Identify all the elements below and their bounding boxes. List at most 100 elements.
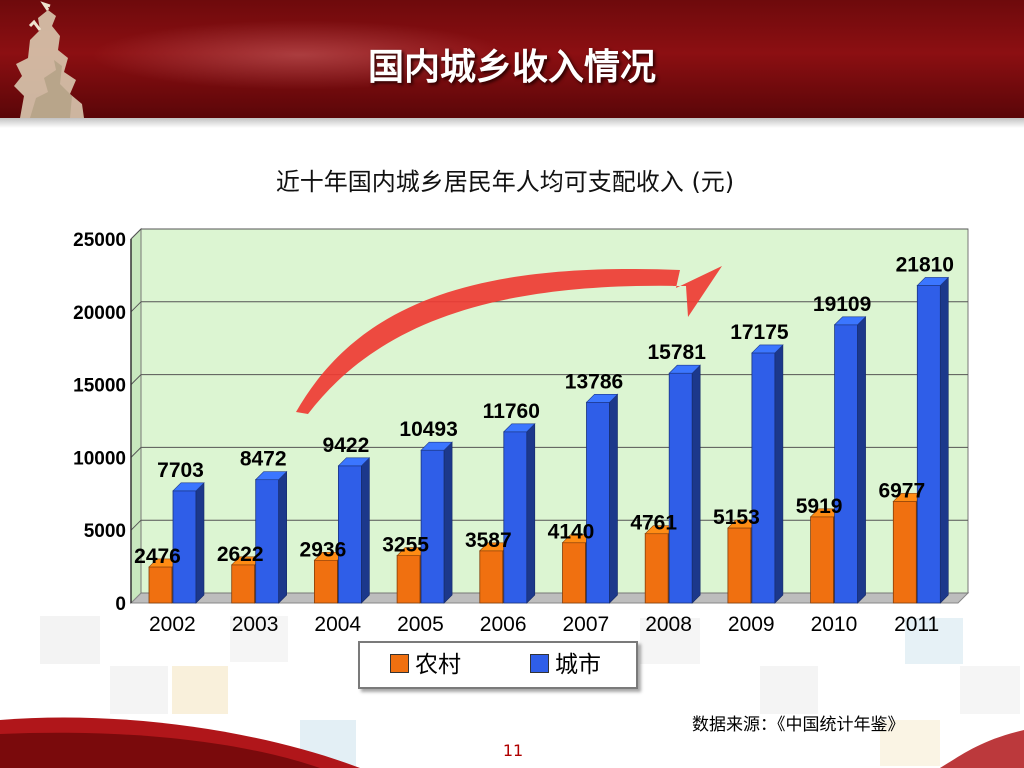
page-number: 11 (502, 741, 524, 760)
x-tick-label: 2008 (645, 613, 692, 636)
data-label-rural: 4761 (630, 512, 677, 535)
x-tick-label: 2009 (728, 613, 775, 636)
gridline-side (130, 519, 142, 531)
trend-arrow-icon (296, 266, 722, 414)
gridline-side (130, 228, 142, 240)
data-label-urban: 7703 (157, 459, 204, 482)
data-label-rural: 2622 (217, 543, 264, 566)
bar-front (810, 516, 834, 604)
bar-front (727, 527, 752, 604)
bar-side (691, 364, 701, 604)
bar-front (916, 285, 941, 604)
legend-label-rural: 农村 (415, 652, 461, 678)
bar-top (337, 457, 371, 467)
bar-front (479, 550, 504, 604)
decorative-tiles (40, 616, 1020, 768)
x-tick-label: 2004 (314, 613, 361, 636)
data-label-rural: 3255 (382, 534, 429, 557)
bar-front (396, 555, 421, 604)
x-tick-label: 2010 (811, 613, 858, 636)
x-tick-label: 2005 (397, 613, 444, 636)
bar-front (148, 566, 173, 604)
data-label-rural: 5919 (796, 495, 843, 518)
y-tick-label: 0 (115, 594, 126, 615)
legend-label-urban: 城市 (555, 652, 601, 678)
bar-front (313, 559, 338, 604)
data-label-rural: 3587 (465, 529, 512, 552)
bar-urban (668, 364, 701, 604)
x-tick-label: 2002 (149, 613, 196, 636)
data-label-rural: 4140 (548, 521, 595, 544)
bar-side (939, 276, 949, 604)
bar-top (254, 471, 288, 480)
y-tick-label: 15000 (73, 376, 126, 397)
goat-statue-icon (14, 1, 84, 118)
data-label-rural: 6977 (878, 479, 925, 502)
bar-front (644, 533, 669, 604)
data-label-rural: 2936 (300, 538, 347, 561)
gridline-side (130, 301, 142, 313)
data-label-urban: 13786 (565, 370, 623, 393)
data-label-urban: 21810 (896, 253, 954, 276)
bar-side (609, 393, 618, 604)
data-label-urban: 11760 (483, 400, 540, 423)
slide-header: 国内城乡收入情况 (0, 0, 1024, 118)
header-shadow (0, 118, 1024, 128)
bar-front (503, 431, 528, 604)
bar-front (420, 449, 445, 604)
bar-front (668, 372, 693, 604)
y-tick-label: 25000 (73, 230, 126, 251)
data-label-urban: 19109 (813, 293, 871, 316)
bar-side (443, 441, 453, 604)
bar-urban (833, 316, 867, 604)
bar-top (420, 441, 453, 451)
bar-front (337, 465, 362, 604)
bar-urban (503, 423, 536, 604)
bar-side (278, 470, 288, 604)
bar-top (916, 277, 950, 286)
x-tick-label: 2007 (562, 613, 609, 636)
gridline-side (130, 447, 142, 458)
bar-top (751, 344, 784, 354)
bar-side (195, 482, 205, 604)
bar-top (668, 364, 701, 374)
x-tick-label: 2011 (894, 613, 939, 636)
bar-front (834, 324, 858, 604)
bar-top (172, 482, 205, 492)
bar-front (231, 564, 256, 604)
bar-urban (751, 344, 784, 604)
slide-title: 国内城乡收入情况 (367, 47, 656, 88)
legend-swatch-rural (390, 654, 409, 673)
y-tick-label: 10000 (73, 448, 126, 469)
bar-front (751, 352, 776, 604)
chart-title: 近十年国内城乡居民年人均可支配收入 (元) (275, 168, 735, 196)
bar-urban (420, 441, 453, 604)
chart-legend: 农村 城市 (358, 641, 638, 689)
y-tick-label: 20000 (73, 303, 126, 324)
footer-swoosh (0, 717, 1024, 768)
bar-top (833, 316, 867, 326)
legend-swatch-urban (530, 654, 549, 673)
data-label-urban: 15781 (647, 341, 706, 364)
data-label-urban: 9422 (323, 434, 370, 457)
source-note: 数据来源：《中国统计年鉴》 (692, 715, 905, 735)
bar-side (361, 457, 370, 604)
y-tick-label: 5000 (84, 521, 126, 542)
bar-urban (916, 276, 950, 604)
data-label-urban: 8472 (240, 448, 287, 471)
bar-side (774, 344, 784, 604)
bar-front (586, 401, 610, 604)
bar-side (526, 423, 536, 604)
x-tick-label: 2006 (480, 613, 527, 636)
bar-urban (172, 482, 205, 604)
data-label-rural: 2476 (134, 545, 181, 568)
bar-urban (254, 470, 288, 604)
legend-item-rural: 农村 (390, 651, 461, 679)
bar-top (503, 423, 536, 433)
gridline-side (130, 374, 142, 385)
x-tick-label: 2003 (232, 613, 279, 636)
bar-front (892, 501, 917, 604)
data-label-urban: 10493 (399, 418, 457, 441)
bar-urban (337, 457, 371, 604)
